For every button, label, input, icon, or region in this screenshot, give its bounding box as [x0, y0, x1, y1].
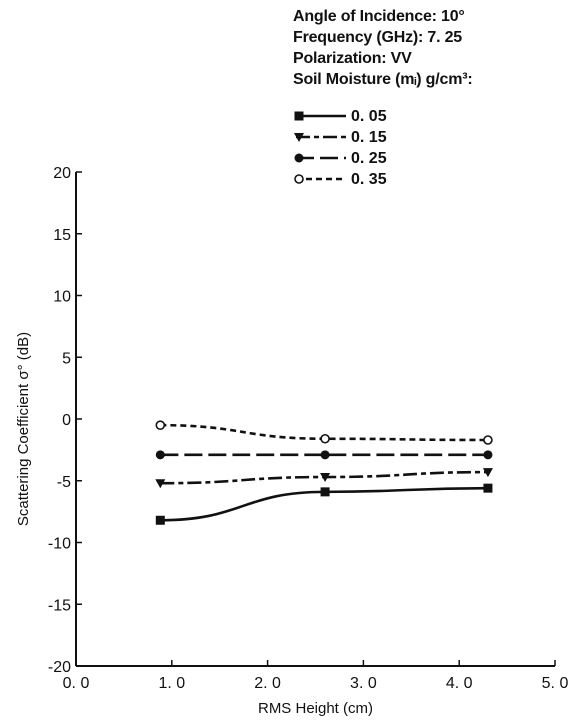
series-line	[155, 483, 493, 525]
soil-moisture-label: Soil Moisture (mᵢ) g/cm³:	[293, 71, 473, 88]
polarization-label: Polarization: VV	[293, 50, 412, 67]
chart-info-block: Angle of Incidence: 10° Frequency (GHz):…	[293, 6, 473, 90]
y-tick-label: -20	[48, 659, 71, 676]
data-point	[155, 420, 166, 430]
legend-marker	[294, 133, 304, 142]
angle-of-incidence-label: Angle of Incidence: 10°	[293, 8, 465, 25]
data-point	[320, 473, 331, 483]
series-group	[155, 420, 493, 525]
y-tick-label: 5	[62, 350, 71, 367]
legend-marker	[294, 174, 304, 184]
legend-label: 0. 05	[351, 108, 387, 125]
y-tick-label: 10	[53, 289, 71, 306]
frequency-label: Frequency (GHz): 7. 25	[293, 29, 462, 46]
x-tick-label: 2. 0	[254, 675, 281, 692]
x-tick-label: 3. 0	[350, 675, 377, 692]
y-tick-label: 0	[62, 412, 71, 429]
x-tick-label: 1. 0	[158, 675, 185, 692]
x-tick-label: 4. 0	[446, 675, 473, 692]
series-line	[155, 450, 493, 460]
x-tick-label: 5. 0	[542, 675, 569, 692]
legend-marker	[294, 153, 304, 163]
ticks: 20 15 10 5 0 -5 -10 -15 -200. 0 1. 0 2. 0 3. 0 4. 0 5…	[48, 165, 569, 692]
x-tick-label: 0. 0	[63, 675, 90, 692]
legend-label: 0. 15	[351, 129, 387, 146]
data-point	[483, 483, 493, 493]
legend-item: 0. 25	[294, 150, 387, 167]
data-point	[483, 435, 493, 445]
y-tick-label: 15	[53, 227, 71, 244]
data-point	[155, 450, 165, 460]
legend-label: 0. 35	[351, 171, 387, 188]
series-line	[155, 468, 493, 489]
legend-item: 0. 15	[294, 129, 387, 146]
y-tick-label: -15	[48, 597, 71, 614]
legend: 0. 05 0. 15 0. 25 0. 35	[294, 108, 387, 188]
x-axis-label: RMS Height (cm)	[258, 700, 373, 717]
series-line	[155, 420, 493, 445]
y-tick-label: -5	[57, 474, 71, 491]
data-point	[320, 450, 330, 460]
legend-item: 0. 35	[294, 171, 387, 188]
data-point	[155, 515, 165, 525]
legend-item: 0. 05	[294, 108, 387, 125]
data-point	[482, 468, 493, 478]
data-point	[483, 450, 493, 460]
y-tick-label: -10	[48, 536, 71, 553]
data-point	[155, 479, 166, 489]
legend-label: 0. 25	[351, 150, 387, 167]
y-tick-label: 20	[53, 165, 71, 182]
y-axis-label: Scattering Coefficient σ° (dB)	[15, 332, 32, 526]
legend-marker	[294, 111, 304, 121]
data-point	[320, 487, 330, 497]
axes	[75, 172, 555, 667]
data-point	[320, 433, 330, 444]
